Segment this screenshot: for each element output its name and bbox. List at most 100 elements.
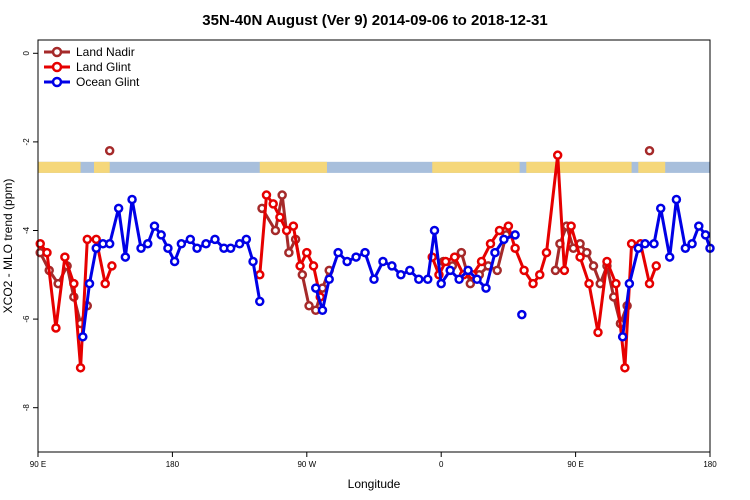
data-point (517, 309, 527, 320)
data-point (465, 278, 476, 289)
data-point (436, 278, 446, 289)
data-point (582, 247, 592, 258)
data-point (476, 256, 487, 267)
data-point (136, 243, 146, 253)
y-axis-label: XCO2 - MLO trend (ppm) (1, 179, 15, 314)
legend-label: Ocean Glint (76, 75, 140, 89)
data-point (700, 230, 711, 240)
land-strip-segment (638, 161, 666, 173)
data-point (270, 225, 281, 236)
data-point (302, 247, 312, 258)
data-point (492, 265, 502, 276)
data-point (541, 247, 552, 258)
data-point (163, 243, 173, 253)
y-tick-label: -4 (22, 226, 31, 234)
data-point (288, 221, 299, 231)
data-point (104, 146, 115, 156)
plot-area-frame (37, 39, 711, 453)
data-point (255, 270, 265, 280)
data-point (261, 190, 272, 200)
data-point (317, 305, 328, 315)
legend-item: Land Glint (44, 60, 131, 74)
legend-marker (51, 46, 63, 58)
data-point (275, 212, 285, 222)
y-tick-label: -6 (22, 315, 31, 323)
data-point (304, 301, 314, 311)
data-point (626, 239, 637, 249)
data-point (333, 247, 343, 258)
data-point (78, 332, 88, 342)
series-ocean-glint (78, 194, 715, 342)
data-point (91, 243, 101, 253)
data-point (550, 265, 561, 276)
data-point (664, 252, 675, 262)
data-point (351, 252, 361, 262)
data-point (519, 265, 529, 276)
data-point (593, 327, 603, 338)
data-point (617, 332, 628, 342)
data-point (149, 221, 160, 231)
data-point (485, 239, 496, 249)
data-point (342, 256, 352, 267)
data-point (449, 252, 460, 262)
data-point (649, 239, 659, 249)
legend-marker (51, 61, 63, 73)
data-point (176, 239, 187, 249)
data-point (429, 225, 440, 236)
x-axis-label: Longitude (348, 477, 401, 491)
data-point (535, 270, 545, 280)
data-point (510, 243, 520, 253)
data-point (405, 265, 415, 276)
data-point (295, 261, 305, 271)
data-point (82, 234, 93, 245)
data-point (528, 278, 538, 289)
land-strip-segment (259, 161, 327, 173)
data-point (611, 278, 621, 289)
data-point (143, 239, 153, 249)
land-strip-segment (38, 161, 81, 173)
data-point (566, 221, 576, 231)
land-ocean-mask (38, 161, 710, 173)
data-point (503, 221, 514, 231)
data-point (387, 261, 397, 271)
y-tick-label: -2 (22, 138, 31, 146)
data-point (51, 323, 61, 333)
data-point (127, 194, 137, 205)
data-point (440, 256, 451, 267)
land-strip-segment (526, 161, 632, 173)
data-point (324, 274, 334, 284)
data-point (185, 234, 196, 245)
chart-title: 35N-40N August (Ver 9) 2014-09-06 to 201… (202, 12, 547, 29)
data-point (481, 283, 491, 293)
data-point (414, 274, 424, 284)
data-point (268, 199, 278, 209)
data-point (575, 252, 585, 262)
data-point (472, 274, 482, 284)
data-point (284, 247, 294, 258)
data-point (584, 278, 594, 289)
data-point (241, 234, 252, 245)
data-point (75, 363, 86, 373)
data-point (91, 234, 101, 245)
data-point (602, 256, 612, 267)
data-point (687, 239, 697, 249)
x-tick-label: 0 (439, 460, 444, 469)
series-line (39, 237, 114, 370)
data-point (456, 247, 467, 258)
legend-item: Land Nadir (44, 45, 135, 59)
data-point (369, 274, 379, 284)
data-point (463, 265, 473, 276)
data-point (694, 221, 704, 231)
data-point (490, 247, 500, 258)
data-point (311, 283, 321, 293)
data-point (655, 203, 666, 214)
legend-label: Land Glint (76, 60, 131, 74)
data-point (100, 278, 110, 289)
data-point (644, 146, 655, 156)
data-point (624, 278, 635, 289)
x-tick-label: 90 E (567, 460, 583, 469)
data-point (308, 261, 319, 271)
data-point (396, 270, 406, 280)
data-point (445, 265, 455, 276)
data-point (651, 261, 661, 271)
